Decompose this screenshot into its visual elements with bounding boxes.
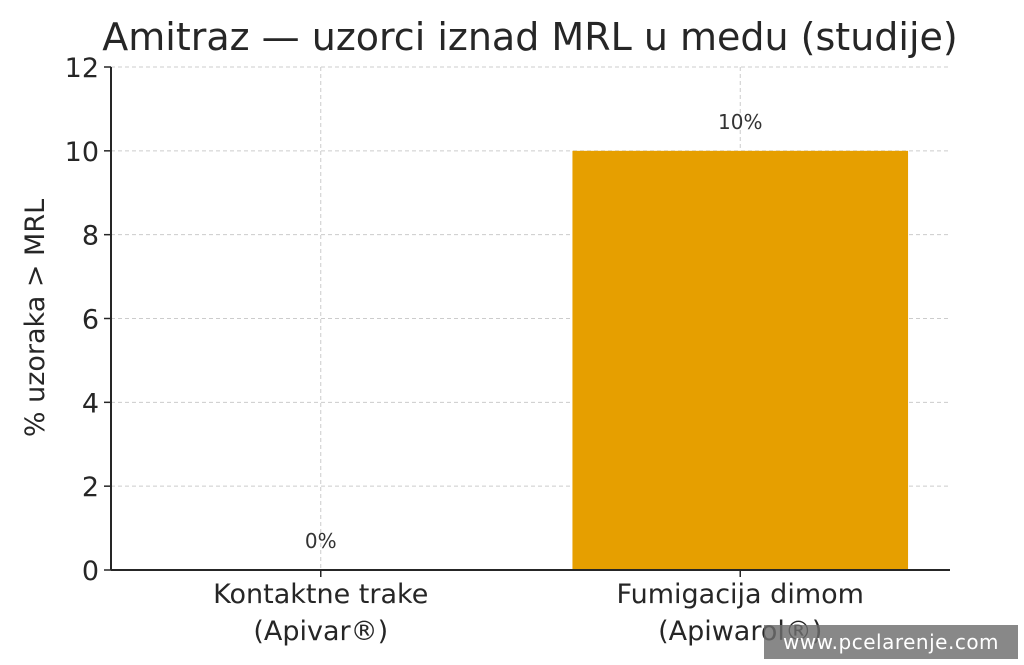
y-tick-label: 4 [82,388,99,419]
y-tick-label: 0 [82,556,99,587]
bar [572,150,909,571]
y-tick-label: 6 [82,305,99,336]
y-tick-label: 8 [82,221,99,252]
value-label: 10% [718,110,762,134]
value-labels: 0% 10% [305,110,763,553]
y-ticks: 0 2 4 6 8 10 12 [65,53,111,587]
bars [572,150,909,571]
x-tick-label: Fumigacija dimom [617,579,864,610]
y-tick-label: 10 [65,137,99,168]
y-tick-label: 2 [82,472,99,503]
chart-title: Amitraz — uzorci iznad MRL u medu (studi… [102,15,957,59]
value-label: 0% [305,529,337,553]
y-tick-label: 12 [65,53,99,84]
watermark: www.pcelarenje.com [764,625,1018,659]
x-tick-label: (Apivar®) [253,616,388,647]
y-axis-label: % uzoraka > MRL [20,199,51,437]
x-tick-label: Kontaktne trake [213,579,428,610]
